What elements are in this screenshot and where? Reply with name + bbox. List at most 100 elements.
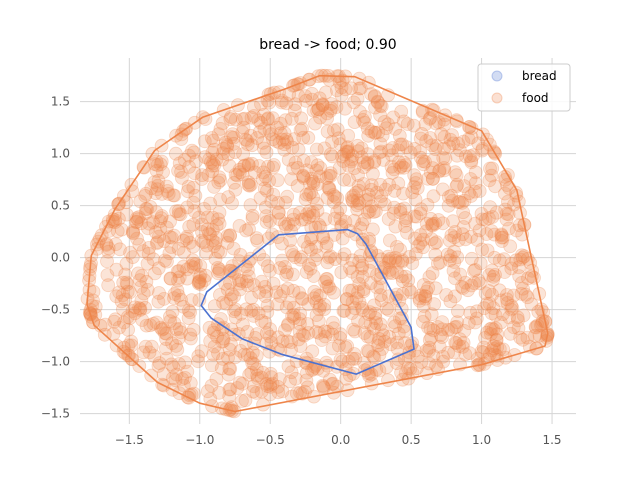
food-point: [374, 144, 389, 159]
food-point: [167, 287, 182, 301]
food-point: [123, 245, 138, 260]
food-point: [220, 138, 234, 152]
food-point: [330, 122, 345, 137]
food-point: [207, 239, 222, 253]
food-point: [432, 163, 447, 178]
food-point: [361, 307, 376, 322]
food-point: [149, 205, 164, 220]
food-point: [341, 144, 356, 159]
food-point: [213, 245, 228, 260]
food-point: [180, 200, 195, 215]
food-point: [228, 112, 243, 127]
food-point: [244, 365, 259, 380]
food-point: [205, 210, 220, 225]
food-point: [342, 283, 357, 298]
food-point: [157, 326, 172, 341]
food-point: [346, 194, 360, 209]
food-point: [186, 256, 201, 271]
food-point: [344, 190, 359, 205]
food-point: [427, 236, 442, 251]
food-point: [326, 123, 341, 138]
food-point: [333, 211, 348, 226]
legend-marker-food: [491, 92, 503, 104]
food-point: [367, 321, 381, 336]
food-point: [222, 389, 237, 404]
food-point: [256, 141, 271, 156]
food-point: [170, 342, 185, 357]
food-point: [320, 272, 335, 286]
food-point: [494, 228, 509, 243]
food-point: [351, 178, 366, 193]
food-point: [394, 365, 409, 380]
food-point: [382, 329, 397, 344]
food-point: [174, 164, 189, 179]
food-point: [494, 227, 509, 242]
food-point: [150, 158, 165, 173]
food-point: [382, 143, 397, 158]
food-point: [490, 340, 505, 355]
food-point: [297, 171, 311, 185]
food-point: [245, 345, 260, 360]
food-point: [334, 219, 349, 234]
food-point: [274, 93, 289, 108]
food-point: [381, 117, 395, 132]
food-point: [148, 186, 163, 201]
food-point: [515, 250, 530, 265]
food-point: [212, 205, 227, 220]
food-point: [182, 148, 197, 163]
food-point: [416, 299, 431, 313]
food-point: [492, 342, 507, 356]
food-point: [162, 309, 177, 324]
food-point: [461, 132, 476, 146]
food-point: [249, 362, 264, 377]
food-point: [402, 282, 416, 297]
food-point: [139, 186, 153, 201]
food-point: [296, 169, 311, 184]
food-point: [424, 307, 439, 322]
food-point: [155, 322, 170, 337]
food-point: [270, 297, 285, 312]
y-tick-label: 0.5: [51, 199, 70, 213]
food-point: [364, 182, 379, 197]
food-point: [534, 318, 548, 333]
food-point: [186, 322, 201, 337]
food-point: [351, 313, 365, 328]
food-point: [310, 177, 325, 192]
food-point: [457, 179, 472, 194]
food-point: [115, 288, 130, 303]
food-point: [483, 200, 498, 215]
food-point: [316, 363, 331, 378]
food-point: [132, 237, 147, 252]
food-point: [391, 176, 406, 191]
food-point: [272, 372, 287, 387]
food-point: [224, 287, 239, 302]
food-point: [348, 351, 363, 366]
food-point: [259, 145, 274, 160]
food-point: [341, 354, 356, 369]
food-point: [230, 381, 245, 395]
food-point: [262, 263, 277, 278]
food-point: [329, 379, 344, 394]
food-point: [352, 277, 367, 291]
food-point: [367, 90, 382, 104]
food-point: [498, 202, 513, 217]
food-point: [186, 180, 201, 195]
food-point: [475, 212, 490, 227]
food-point: [468, 262, 483, 277]
food-point: [144, 181, 159, 196]
food-point: [112, 211, 126, 226]
x-tick-label: 1.0: [472, 433, 491, 447]
food-point: [426, 323, 441, 338]
food-point: [360, 205, 375, 220]
food-point: [344, 306, 359, 320]
food-point: [368, 311, 383, 326]
food-point: [286, 283, 301, 298]
food-point: [246, 384, 260, 399]
food-point: [154, 209, 169, 223]
food-point: [456, 205, 471, 220]
food-point: [246, 100, 261, 115]
food-point: [284, 172, 299, 187]
food-point: [295, 327, 310, 342]
food-point: [172, 331, 186, 345]
food-point: [207, 142, 222, 157]
